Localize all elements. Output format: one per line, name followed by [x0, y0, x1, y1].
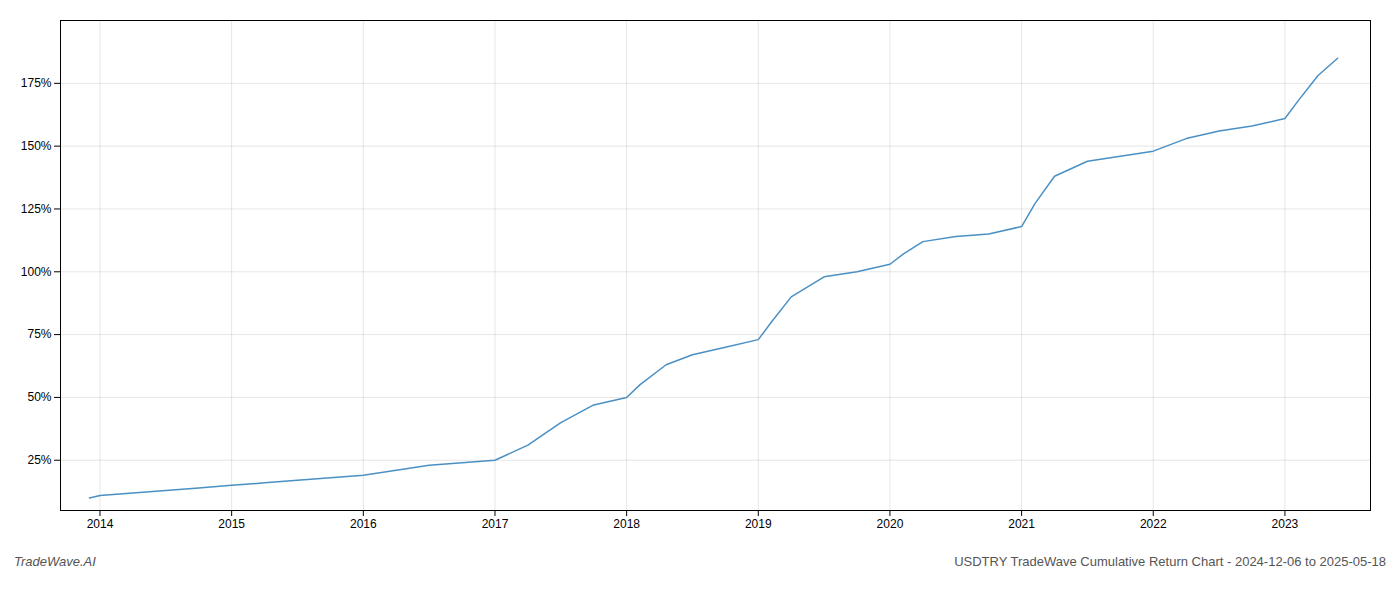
html-text:USDTRY TradeWave Cumulative Re: USDTRY TradeWave Cumulative Return Chart…: [954, 554, 1386, 569]
html-text:TradeWave.AI: TradeWave.AI: [14, 554, 96, 569]
svg-text:2014: 2014: [87, 517, 114, 531]
svg-text:2021: 2021: [1008, 517, 1035, 531]
svg-text:125%: 125%: [21, 202, 52, 216]
svg-text:2015: 2015: [218, 517, 245, 531]
svg-text:2017: 2017: [482, 517, 509, 531]
svg-text:25%: 25%: [27, 453, 51, 467]
svg-text:100%: 100%: [21, 265, 52, 279]
svg-text:2022: 2022: [1140, 517, 1167, 531]
svg-text:2018: 2018: [613, 517, 640, 531]
svg-text:175%: 175%: [21, 76, 52, 90]
svg-text:2019: 2019: [745, 517, 772, 531]
svg-text:75%: 75%: [27, 327, 51, 341]
svg-text:2016: 2016: [350, 517, 377, 531]
svg-text:50%: 50%: [27, 390, 51, 404]
svg-text:2023: 2023: [1272, 517, 1299, 531]
svg-text:2020: 2020: [877, 517, 904, 531]
svg-text:150%: 150%: [21, 139, 52, 153]
